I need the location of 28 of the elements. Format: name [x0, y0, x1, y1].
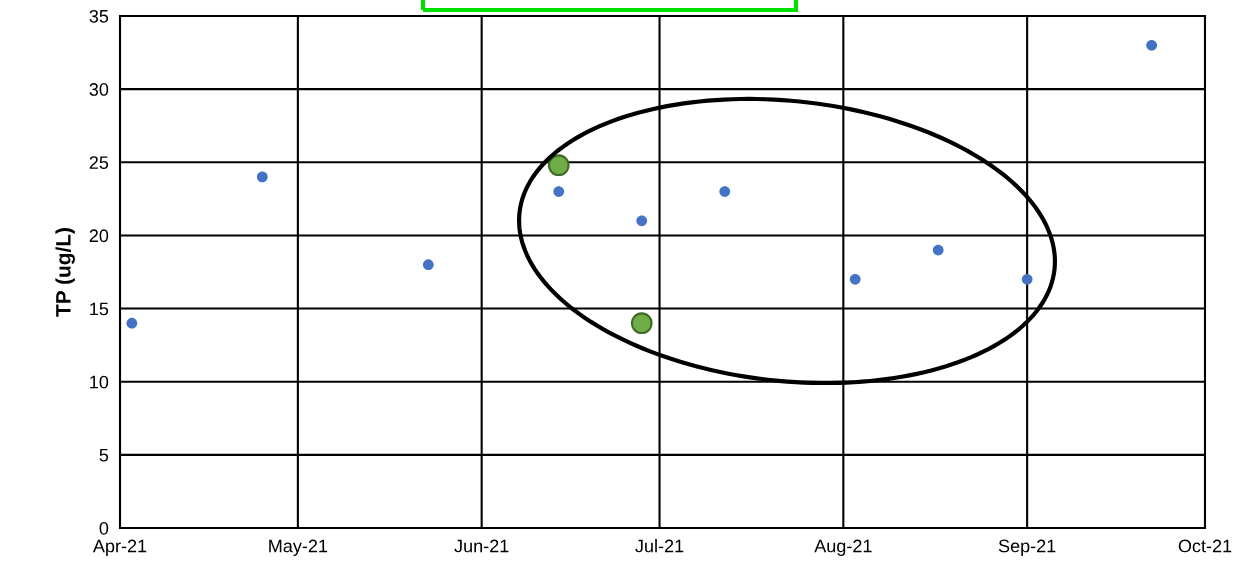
point [849, 273, 861, 285]
y-tick-label: 25 [89, 156, 109, 170]
x-tick-label: Oct-21 [1178, 539, 1232, 553]
point [126, 317, 138, 329]
y-tick-label: 0 [99, 521, 109, 535]
y-tick-label: 5 [99, 448, 109, 462]
y-axis-title: TP (ug/L) [55, 228, 75, 317]
y-tick-label: 30 [89, 83, 109, 96]
point [630, 312, 653, 335]
x-tick-label: Jul-21 [635, 539, 684, 553]
point [1146, 39, 1158, 51]
y-tick-label: 20 [89, 229, 109, 243]
x-tick-label: Apr-21 [92, 539, 147, 556]
point [422, 259, 434, 271]
y-tick-label: 15 [90, 302, 109, 316]
point [932, 244, 944, 256]
point [636, 215, 648, 227]
x-tick-label: Jun-21 [454, 539, 509, 553]
point [719, 186, 731, 197]
y-tick-label: 35 [89, 9, 109, 23]
x-tick-label: May-21 [269, 539, 328, 556]
y-tick-label: 10 [90, 375, 109, 389]
point [547, 154, 570, 177]
point [256, 171, 268, 183]
x-tick-label: Aug-21 [814, 539, 872, 556]
point [553, 186, 565, 197]
x-tick-label: Sep-21 [998, 539, 1056, 556]
point [1021, 273, 1033, 285]
